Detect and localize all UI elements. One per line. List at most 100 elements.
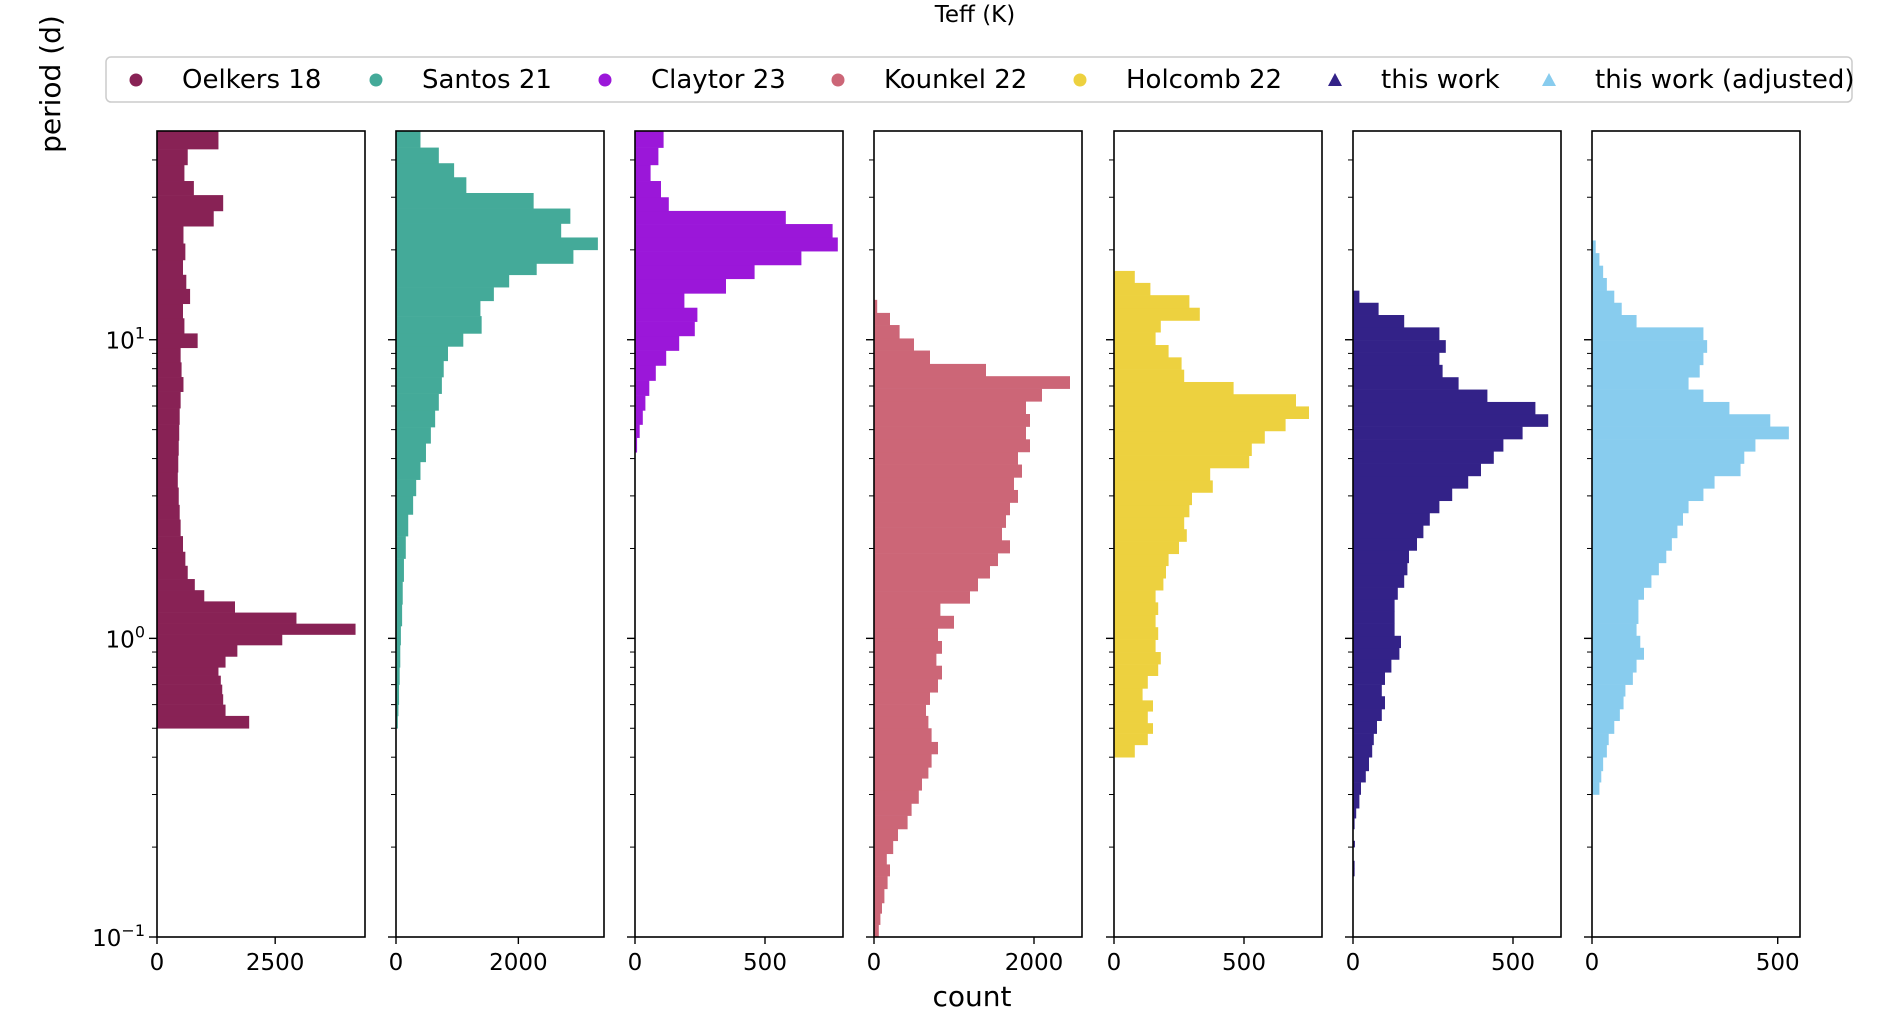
- histogram-bar: [874, 591, 970, 604]
- histogram-bar: [1114, 664, 1159, 676]
- histogram-bar: [1114, 504, 1190, 518]
- histogram-bar: [396, 287, 494, 302]
- histogram-bar: [1353, 426, 1523, 440]
- histogram-bar: [1592, 587, 1644, 600]
- histogram-bar: [1114, 688, 1143, 701]
- histogram-bar: [1114, 733, 1148, 746]
- histogram-bar: [157, 195, 224, 212]
- histogram-bar: [635, 181, 661, 198]
- x-tick-label: 0: [1585, 950, 1600, 976]
- histogram-bar: [874, 840, 894, 855]
- x-tick-label: 500: [1491, 950, 1535, 976]
- histogram-bar: [874, 451, 1018, 465]
- histogram-bar: [1592, 696, 1624, 710]
- histogram-bar: [1114, 529, 1187, 542]
- histogram-bar: [874, 363, 986, 377]
- histogram-bar: [874, 728, 932, 743]
- histogram-bar: [1592, 340, 1708, 353]
- histogram-bar: [1353, 659, 1392, 673]
- histogram-bar: [396, 300, 481, 317]
- histogram-bar: [396, 645, 401, 668]
- histogram-bar: [1114, 723, 1153, 734]
- histogram-bar: [1114, 700, 1153, 712]
- histogram-bar: [874, 913, 881, 925]
- histogram-bar: [874, 325, 900, 339]
- histogram-bar: [1592, 475, 1715, 489]
- histogram-bar: [1114, 307, 1200, 321]
- histogram-bar: [1353, 696, 1385, 710]
- histogram-bar: [1114, 467, 1211, 481]
- histogram-bar: [1114, 282, 1151, 296]
- histogram-bar: [1353, 290, 1360, 304]
- histogram-bar: [635, 365, 656, 381]
- histogram-bar: [635, 251, 802, 266]
- histogram-bar: [874, 350, 930, 365]
- x-tick-label: 0: [628, 950, 643, 976]
- histogram-bar: [157, 377, 184, 392]
- histogram-bar: [874, 653, 937, 666]
- histogram-bar: [1114, 590, 1156, 603]
- histogram-bar: [1114, 455, 1250, 469]
- histogram-bar: [1353, 757, 1369, 772]
- histogram-bar: [874, 477, 1014, 491]
- x-axis-label: count: [933, 980, 1012, 1013]
- histogram-bar: [635, 147, 659, 166]
- histogram-bar: [874, 715, 929, 729]
- histogram-bar: [1353, 439, 1504, 452]
- histogram-bar: [157, 347, 181, 363]
- histogram-bar: [874, 514, 1006, 528]
- histogram-bar: [396, 237, 598, 251]
- histogram-bar: [396, 558, 404, 582]
- histogram-bar: [1114, 492, 1192, 506]
- histogram-bar: [874, 376, 1070, 389]
- histogram-bar: [396, 514, 409, 537]
- histogram-bar: [157, 288, 191, 305]
- histogram-bar: [1592, 302, 1622, 316]
- histogram-panel: 0 2000: [866, 130, 1083, 976]
- histogram-bar: [874, 553, 998, 567]
- histogram-bar: [1592, 599, 1639, 612]
- legend-label: this work: [1381, 65, 1500, 95]
- histogram-bar: [1353, 575, 1405, 588]
- histogram-bar: [1592, 525, 1678, 539]
- panel-frame: [1352, 130, 1562, 938]
- histogram-bar: [635, 278, 726, 294]
- histogram-bar: [157, 455, 179, 473]
- histogram-bar: [1592, 377, 1689, 390]
- histogram-bar: [1114, 627, 1159, 640]
- histogram-bar: [874, 540, 1010, 554]
- histogram-bar: [1592, 733, 1609, 746]
- histogram-bar: [1114, 675, 1148, 689]
- histogram-bar: [1353, 401, 1536, 415]
- histogram-bar: [396, 704, 399, 717]
- histogram-bar: [1592, 401, 1730, 415]
- legend-label: Oelkers 18: [182, 65, 321, 95]
- histogram-bar: [1353, 414, 1549, 427]
- histogram-bar: [1353, 744, 1373, 758]
- histogram-bar: [157, 551, 186, 567]
- legend-entry: Oelkers 18: [129, 65, 321, 95]
- legend-marker-circle: [1073, 73, 1087, 87]
- histogram-bar: [1353, 475, 1469, 489]
- histogram-bar: [874, 853, 887, 865]
- panel-frame: [156, 130, 366, 938]
- histogram-bar: [1592, 265, 1604, 279]
- histogram-bar: [1114, 430, 1265, 444]
- histogram-bar: [157, 164, 185, 182]
- histogram-bar: [1353, 709, 1382, 722]
- legend-label: Santos 21: [422, 65, 552, 95]
- x-tick-label: 0: [1346, 950, 1361, 976]
- histogram-bar: [1114, 270, 1135, 284]
- histogram-bar: [874, 527, 1002, 541]
- legend-marker-circle: [598, 73, 612, 87]
- histogram-bar: [1114, 711, 1148, 724]
- histogram-bar: [1592, 389, 1704, 403]
- histogram-bar: [1353, 377, 1459, 390]
- histogram-panel: 0 500: [1345, 130, 1562, 976]
- legend-marker-circle: [369, 73, 383, 87]
- histogram-bar: [874, 803, 912, 816]
- x-tick-label: 500: [1222, 950, 1266, 976]
- histogram-bar: [1353, 537, 1417, 551]
- histogram-bar: [874, 876, 888, 890]
- histogram-bar: [1592, 623, 1637, 637]
